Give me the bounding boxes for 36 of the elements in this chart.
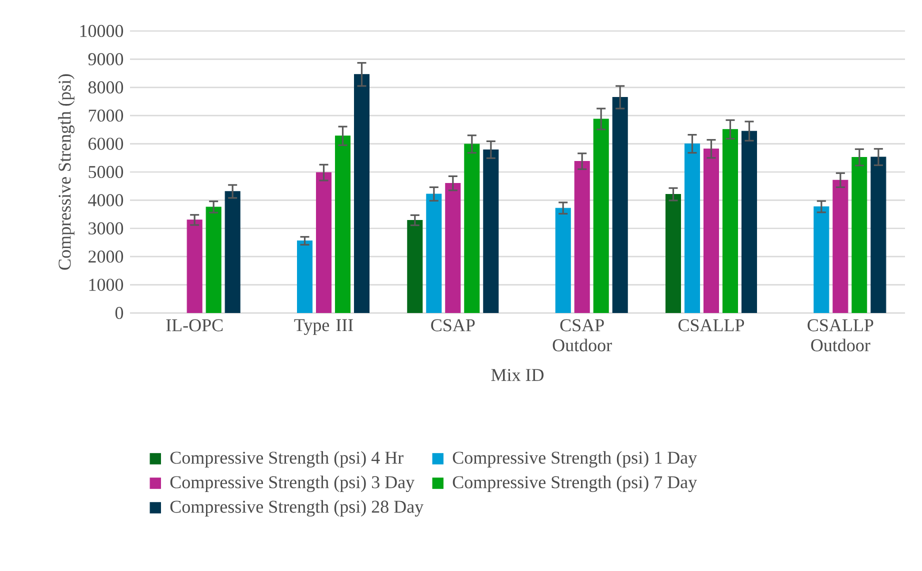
bar: [703, 148, 720, 313]
x-tick-label: CSALLP Outdoor: [808, 319, 874, 352]
y-axis-title: Compressive Strength (psi): [58, 74, 74, 270]
y-tick-label: 2000: [88, 250, 124, 263]
y-tick-label: 5000: [88, 166, 124, 178]
y-tick-label: 1000: [89, 278, 124, 291]
bar: [593, 118, 609, 313]
y-tick-label: 9000: [88, 53, 124, 66]
y-tick-label: 10000: [80, 24, 124, 38]
bar: [722, 129, 738, 313]
y-tick-label: 3000: [88, 222, 124, 234]
bar: [334, 136, 351, 313]
y-tick-label: 7000: [88, 110, 124, 122]
legend-label: Compressive Strength (psi) 28 Day: [170, 500, 424, 517]
bar: [852, 157, 868, 313]
legend-label: Compressive Strength (psi) 3 Day: [170, 476, 415, 492]
x-axis-title: Mix ID: [491, 368, 544, 381]
y-tick-label: 0: [115, 306, 124, 320]
legend-label: Compressive Strength (psi) 7 Day: [452, 476, 698, 492]
bar: [574, 161, 590, 313]
bar: [464, 144, 480, 313]
x-tick-label: CSAP Outdoor: [552, 319, 612, 352]
x-tick-label: CSAP: [431, 319, 475, 332]
y-tick-label: 4000: [88, 194, 124, 206]
y-tick-label: 6000: [88, 138, 124, 150]
x-tick-label: CSALLP: [678, 319, 744, 332]
bar: [316, 172, 332, 313]
bar: [186, 220, 202, 313]
bar: [445, 183, 461, 313]
y-tick-label: 8000: [88, 81, 124, 94]
bar: [206, 206, 222, 313]
bar: [832, 180, 848, 313]
legend-label: Compressive Strength (psi) 1 Day: [452, 451, 698, 468]
x-tick-label: Type III: [294, 319, 353, 335]
legend-label: Compressive Strength (psi) 4 Hr: [170, 451, 404, 468]
x-tick-label: IL-OPC: [166, 319, 223, 332]
